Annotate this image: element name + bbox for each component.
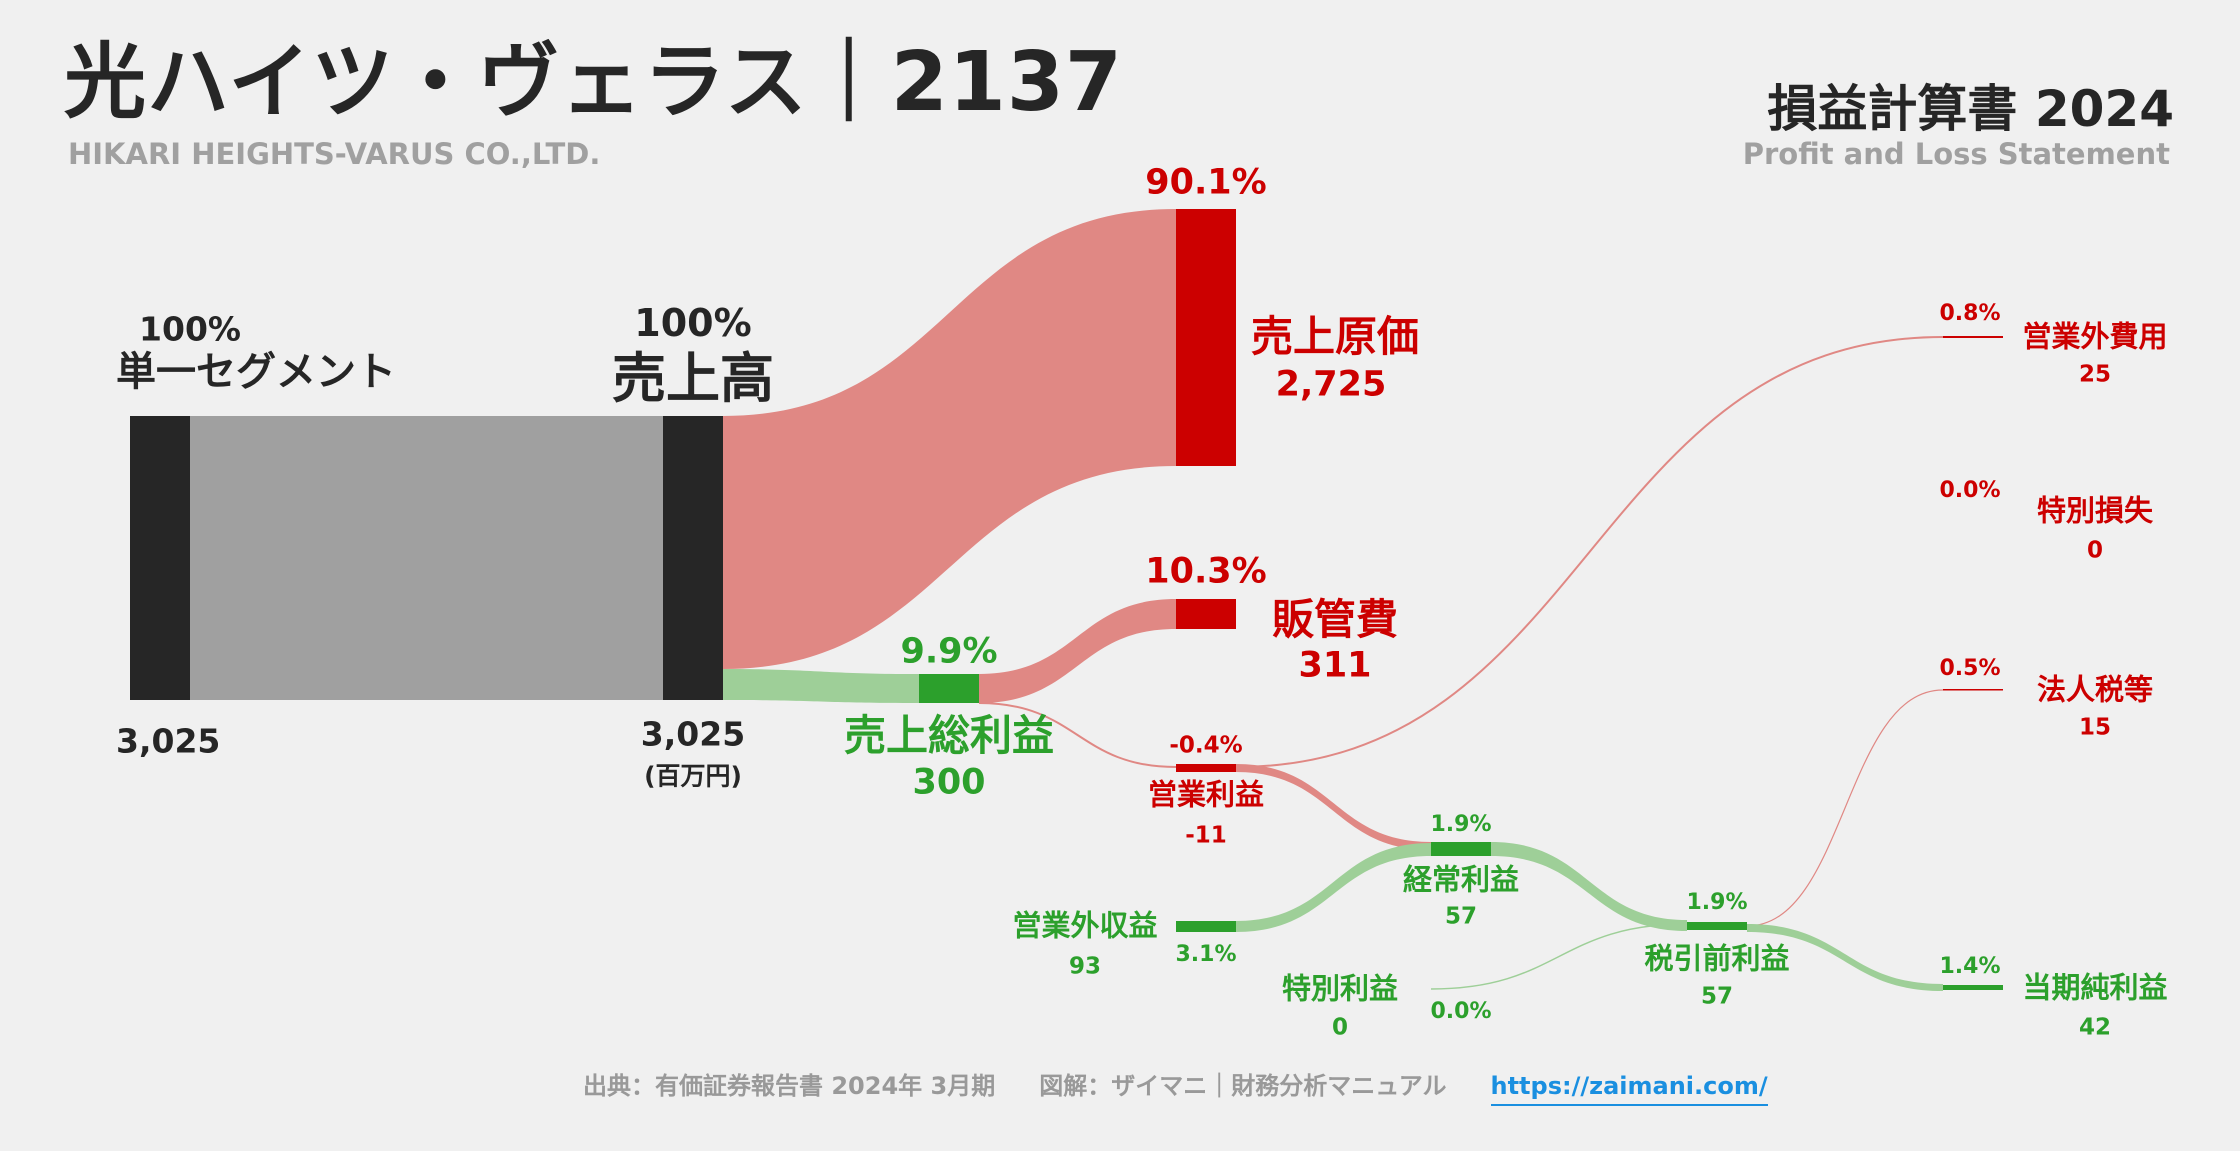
special-gain-pct: 0.0% — [1430, 999, 1492, 1024]
sga-pct: 10.3% — [1145, 551, 1267, 592]
ordinary-value: 57 — [1444, 903, 1478, 930]
flow-revenue-to-cogs — [723, 209, 1176, 669]
tax-label: 法人税等 — [2036, 672, 2154, 707]
flow-gross-to-op — [978, 702, 1177, 768]
cogs-value: 2,725 — [1275, 364, 1387, 405]
node-op — [1176, 764, 1236, 772]
gross-value: 300 — [912, 762, 986, 803]
tax-value: 15 — [2078, 714, 2112, 741]
flow-gross-to-sga — [979, 599, 1176, 703]
node-segment — [130, 416, 190, 700]
node-cogs — [1176, 209, 1236, 466]
segment-value: 3,025 — [116, 721, 221, 761]
gross-pct: 9.9% — [900, 631, 998, 672]
op-value: -11 — [1185, 822, 1227, 849]
sga-value: 311 — [1298, 645, 1372, 686]
sga-label: 販管費 — [1271, 595, 1399, 644]
cogs-pct: 90.1% — [1145, 162, 1267, 203]
net-label: 当期純利益 — [2022, 970, 2168, 1005]
report-title: 損益計算書 2024 — [1767, 80, 2174, 138]
op-pct: -0.4% — [1169, 732, 1243, 759]
flow-pretax-to-net — [1747, 924, 1943, 991]
nonop-inc-pct: 3.1% — [1175, 942, 1237, 967]
website-link[interactable]: https://zaimani.com/ — [1490, 1074, 1768, 1106]
special-loss-pct: 0.0% — [1939, 478, 2001, 503]
net-pct: 1.4% — [1939, 954, 2001, 979]
flow-special-gain-to-pretax — [1430, 923, 1688, 990]
flow-op-to-nonop-exp — [1235, 336, 1944, 768]
nonop-inc-value: 93 — [1068, 953, 1102, 980]
gross-label: 売上総利益 — [843, 711, 1055, 760]
revenue-value: 3,025 — [640, 714, 746, 754]
credit-note: 図解：ザイマニ｜財務分析マニュアル — [1039, 1072, 1447, 1100]
nonop-exp-pct: 0.8% — [1939, 301, 2001, 326]
node-pretax — [1687, 922, 1747, 930]
flow-pretax-to-tax — [1746, 689, 1944, 927]
tax-pct: 0.5% — [1939, 656, 2001, 681]
node-net — [1943, 985, 2003, 990]
pretax-pct: 1.9% — [1686, 890, 1748, 915]
flow-op-to-ordinary — [1236, 764, 1431, 850]
flow-ordinary-to-pretax — [1491, 842, 1687, 931]
pretax-label: 税引前利益 — [1644, 941, 1790, 976]
pretax-value: 57 — [1700, 983, 1734, 1010]
unit-label: (百万円) — [644, 761, 742, 791]
node-nonop-exp — [1943, 336, 2003, 338]
node-revenue — [663, 416, 723, 700]
node-tax — [1943, 689, 2003, 691]
segment-pct: 100% — [139, 309, 241, 349]
segment-label: 単一セグメント — [116, 349, 396, 395]
node-sga — [1176, 599, 1236, 629]
flow-revenue-to-gross — [723, 669, 919, 703]
node-nonop-inc — [1176, 921, 1236, 932]
revenue-pct: 100% — [634, 301, 752, 345]
company-english-name: HIKARI HEIGHTS-VARUS CO.,LTD. — [68, 137, 601, 171]
report-subtitle: Profit and Loss Statement — [1742, 137, 2170, 171]
source-note: 出典：有価証券報告書 2024年 3月期 — [583, 1072, 996, 1100]
footer: 出典：有価証券報告書 2024年 3月期 図解：ザイマニ｜財務分析マニュアル h… — [583, 1074, 1768, 1106]
node-ordinary — [1431, 842, 1491, 856]
cogs-label: 売上原価 — [1251, 312, 1420, 361]
net-value: 42 — [2078, 1014, 2112, 1041]
flow-segment-to-revenue — [190, 416, 663, 700]
special-gain-label: 特別利益 — [1281, 971, 1399, 1006]
ordinary-pct: 1.9% — [1430, 812, 1492, 837]
special-gain-value: 0 — [1331, 1014, 1349, 1041]
nonop-inc-label: 営業外収益 — [1012, 908, 1158, 943]
special-loss-label: 特別損失 — [2036, 493, 2154, 528]
revenue-label: 売上高 — [612, 347, 774, 410]
op-label: 営業利益 — [1147, 777, 1265, 812]
page-title: 光ハイツ・ヴェラス｜2137 — [64, 35, 1123, 130]
special-loss-value: 0 — [2086, 537, 2104, 564]
ordinary-label: 経常利益 — [1402, 862, 1520, 897]
nonop-exp-value: 25 — [2078, 361, 2112, 388]
flow-nonop-inc-to-ordinary — [1236, 843, 1431, 932]
nonop-exp-label: 営業外費用 — [2022, 319, 2168, 354]
node-gross — [919, 674, 979, 703]
